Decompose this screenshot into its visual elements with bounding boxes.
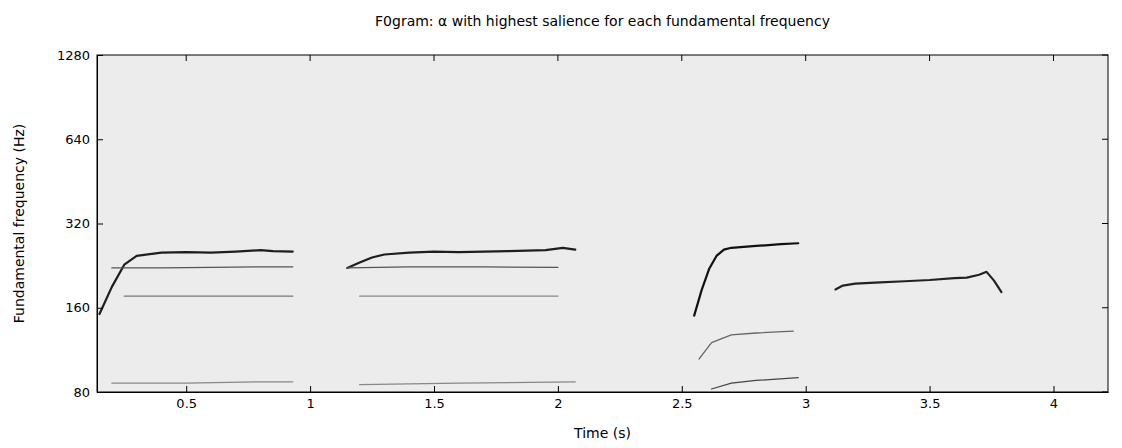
y-tick-mark — [97, 308, 103, 309]
x-tick-mark-top — [186, 55, 187, 61]
y-tick-label: 1280 — [57, 48, 90, 63]
x-tick-label: 3.5 — [920, 396, 941, 411]
f0-contour — [347, 248, 575, 268]
f0-contour — [835, 272, 1001, 292]
title: F0gram: α with highest salience for each… — [375, 13, 830, 29]
f0-contour — [699, 331, 793, 359]
y-tick-label: 640 — [65, 132, 90, 147]
y-tick-label: 320 — [65, 216, 90, 231]
x-tick: 4 — [1050, 386, 1058, 411]
x-tick-mark-top — [310, 55, 311, 61]
y-tick-label: 80 — [73, 385, 90, 400]
f0-contour — [99, 250, 292, 314]
y-tick-mark-right — [1102, 223, 1108, 224]
x-tick: 3.5 — [920, 386, 941, 411]
y-tick-mark — [97, 392, 103, 393]
y-axis-title: Fundamental frequency (Hz) — [11, 124, 27, 324]
x-tick-label: 4 — [1050, 396, 1058, 411]
x-tick: 3 — [802, 386, 810, 411]
f0-contour — [360, 382, 576, 385]
f0-contour — [712, 378, 799, 389]
x-tick: 1.5 — [424, 386, 445, 411]
y-tick: 160 — [65, 300, 103, 315]
plot: 0.5 1 1.5 2 2.5 3 3.5 4 80 160 320 640 1280 — [57, 48, 1109, 412]
x-tick-mark — [310, 386, 311, 392]
x-tick-mark-top — [1053, 55, 1054, 61]
x-tick-mark — [930, 386, 931, 392]
y-axis: 80 160 320 640 1280 — [57, 48, 103, 400]
y-tick-mark — [97, 139, 103, 140]
y-tick: 640 — [65, 132, 103, 147]
x-axis: 0.5 1 1.5 2 2.5 3 3.5 4 — [98, 386, 1109, 411]
x-tick-label: 0.5 — [176, 396, 197, 411]
f0-contour — [112, 267, 293, 268]
y-tick-mark — [97, 224, 103, 225]
x-tick-mark — [682, 386, 683, 392]
x-tick-mark — [806, 386, 807, 392]
y-tick: 1280 — [57, 48, 103, 63]
y-tick-mark-right — [1102, 392, 1108, 393]
x-tick-mark-top — [434, 55, 435, 61]
chart: 0.5 1 1.5 2 2.5 3 3.5 4 80 160 320 640 1280 F0gram: α… — [0, 0, 1122, 448]
x-tick: 0.5 — [176, 386, 197, 411]
x-tick-label: 1.5 — [424, 396, 445, 411]
f0-contour — [112, 382, 293, 383]
y-tick: 80 — [73, 385, 103, 400]
y-tick-mark-right — [1102, 139, 1108, 140]
x-tick-mark — [558, 386, 559, 392]
y-tick-mark — [97, 55, 103, 56]
plot-background — [97, 55, 1108, 392]
x-tick-mark-top — [929, 55, 930, 61]
x-tick-label: 1 — [306, 396, 314, 411]
y-tick-label: 160 — [65, 300, 90, 315]
f0-contour — [124, 296, 293, 297]
x-tick-mark — [186, 386, 187, 392]
f0-contour — [694, 243, 798, 315]
f0-contour — [360, 296, 558, 297]
x-tick-mark — [1053, 386, 1054, 392]
y-tick: 320 — [65, 216, 103, 231]
y-tick-mark-right — [1102, 55, 1108, 56]
contours — [99, 243, 1001, 389]
f0-contour — [347, 267, 558, 268]
x-tick-mark-top — [681, 55, 682, 61]
y-tick-mark-right — [1102, 307, 1108, 308]
x-tick-label: 3 — [802, 396, 810, 411]
x-axis-title: Time (s) — [573, 425, 631, 441]
x-tick-mark — [434, 386, 435, 392]
mirror-ticks — [186, 55, 1108, 392]
x-axis-line — [98, 392, 1109, 393]
x-tick-mark-top — [557, 55, 558, 61]
plot-frame — [97, 55, 1108, 392]
x-tick-mark-top — [805, 55, 806, 61]
x-tick-label: 2 — [554, 396, 562, 411]
x-tick-label: 2.5 — [672, 396, 693, 411]
x-tick: 2 — [554, 386, 562, 411]
x-tick: 2.5 — [672, 386, 693, 411]
x-tick: 1 — [306, 386, 314, 411]
